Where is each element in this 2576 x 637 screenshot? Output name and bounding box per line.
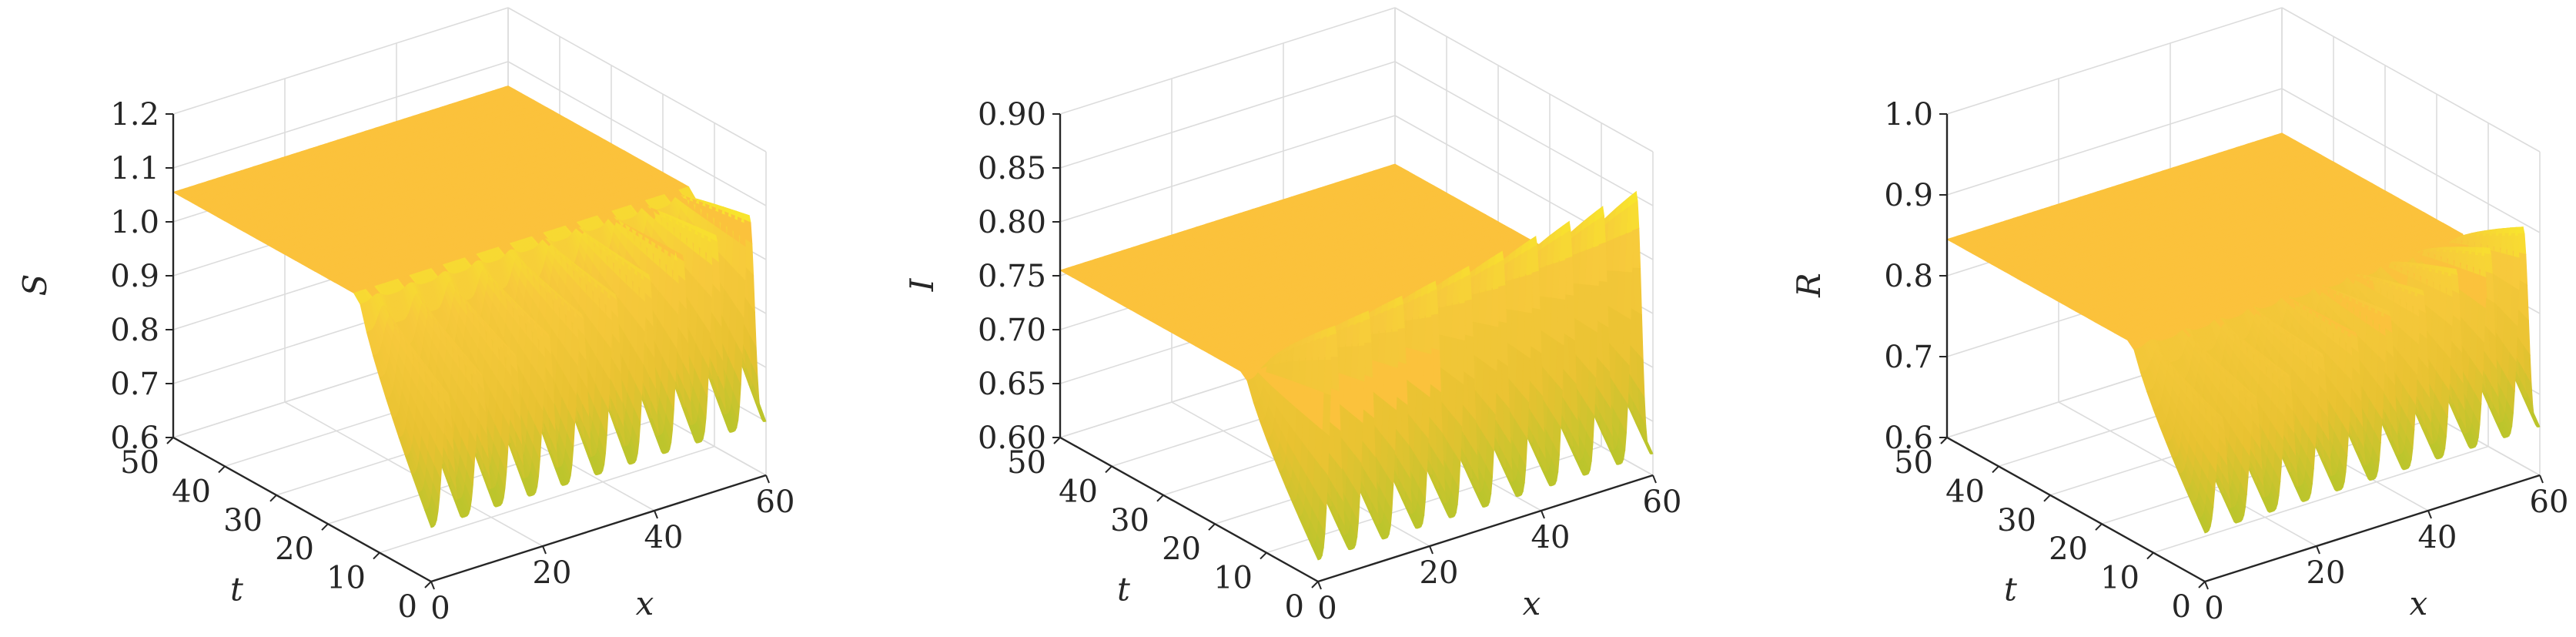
x-tick-label: 0 — [430, 591, 450, 626]
z-tick-label: 0.60 — [978, 421, 1046, 456]
x-tick-label: 40 — [2418, 520, 2457, 555]
z-axis-title: R — [1790, 273, 1828, 298]
axes: 0 20 40 60 0 10 20 30 40 500.6 0.7 0.8 0.9 1.0 1.1 1.2 x… — [16, 97, 795, 626]
surface-mesh — [172, 85, 767, 528]
x-tick-label: 0 — [2204, 591, 2223, 626]
t-axis-title: t — [230, 571, 243, 609]
z-tick-label: 1.1 — [110, 151, 159, 186]
t-axis-title: t — [2004, 571, 2017, 609]
z-axis-title: I — [903, 277, 941, 292]
i-surface-plot: 0 20 40 60 0 10 20 30 40 500.60 0.65 0.70 0.75 0.80 0.… — [903, 7, 1681, 626]
x-axis-title: x — [636, 585, 654, 622]
z-tick-label: 0.7 — [110, 367, 159, 402]
z-tick-label: 0.75 — [978, 259, 1046, 294]
z-tick-label: 0.70 — [978, 313, 1046, 348]
t-tick-label: 50 — [1894, 445, 1933, 481]
z-tick-label: 0.85 — [978, 151, 1046, 186]
z-tick-label: 1.2 — [110, 97, 159, 132]
t-tick-label: 0 — [398, 589, 417, 625]
t-tick-label: 40 — [172, 474, 211, 509]
axes: 0 20 40 60 0 10 20 30 40 500.6 0.7 0.8 0.9 1.0 x t R — [1790, 97, 2568, 626]
z-tick-label: 0.6 — [1884, 421, 1933, 456]
t-tick-label: 10 — [2100, 561, 2139, 596]
t-axis-title: t — [1117, 571, 1130, 609]
x-tick-label: 20 — [1420, 555, 1459, 591]
z-tick-label: 0.9 — [110, 259, 159, 294]
z-tick-label: 0.80 — [978, 205, 1046, 240]
x-tick-label: 20 — [533, 555, 572, 591]
t-tick-label: 20 — [275, 531, 314, 567]
axes: 0 20 40 60 0 10 20 30 40 500.60 0.65 0.70 0.75 0.80 0.… — [903, 97, 1681, 626]
t-tick-label: 20 — [1162, 531, 1201, 567]
t-tick-label: 10 — [326, 561, 366, 596]
z-tick-label: 0.8 — [1884, 259, 1933, 294]
z-tick-label: 0.6 — [110, 421, 159, 456]
x-tick-label: 40 — [644, 520, 684, 555]
t-tick-label: 30 — [1110, 503, 1149, 538]
z-tick-label: 0.9 — [1884, 178, 1933, 213]
t-tick-label: 30 — [223, 503, 263, 538]
x-axis-title: x — [2410, 585, 2428, 622]
r-surface-plot: 0 20 40 60 0 10 20 30 40 500.6 0.7 0.8 0.9 1.0 x t R — [1790, 7, 2568, 626]
t-tick-label: 20 — [2049, 531, 2088, 567]
surface-mesh — [1946, 132, 2541, 534]
z-tick-label: 0.65 — [978, 367, 1046, 402]
z-axis-title: S — [16, 274, 54, 297]
x-axis-title: x — [1523, 585, 1541, 622]
t-tick-label: 50 — [1007, 445, 1046, 481]
t-tick-label: 30 — [1997, 503, 2036, 538]
x-tick-label: 60 — [2530, 484, 2569, 520]
x-tick-label: 0 — [1317, 591, 1337, 626]
z-tick-label: 1.0 — [110, 205, 159, 240]
x-tick-label: 40 — [1531, 520, 1571, 555]
s-surface-plot: 0 20 40 60 0 10 20 30 40 500.6 0.7 0.8 0.9 1.0 1.1 1.2 x… — [16, 7, 795, 626]
x-tick-label: 20 — [2307, 555, 2346, 591]
t-tick-label: 40 — [1945, 474, 1985, 509]
z-tick-label: 0.8 — [110, 313, 159, 348]
z-tick-label: 0.90 — [978, 97, 1046, 132]
surface-mesh — [1059, 163, 1654, 561]
z-tick-label: 0.7 — [1884, 340, 1933, 375]
x-tick-label: 60 — [756, 484, 795, 520]
t-tick-label: 50 — [120, 445, 159, 481]
z-tick-label: 1.0 — [1884, 97, 1933, 132]
t-tick-label: 0 — [2172, 589, 2191, 625]
x-tick-label: 60 — [1643, 484, 1682, 520]
t-tick-label: 10 — [1213, 561, 1253, 596]
t-tick-label: 0 — [1285, 589, 1304, 625]
t-tick-label: 40 — [1059, 474, 1098, 509]
